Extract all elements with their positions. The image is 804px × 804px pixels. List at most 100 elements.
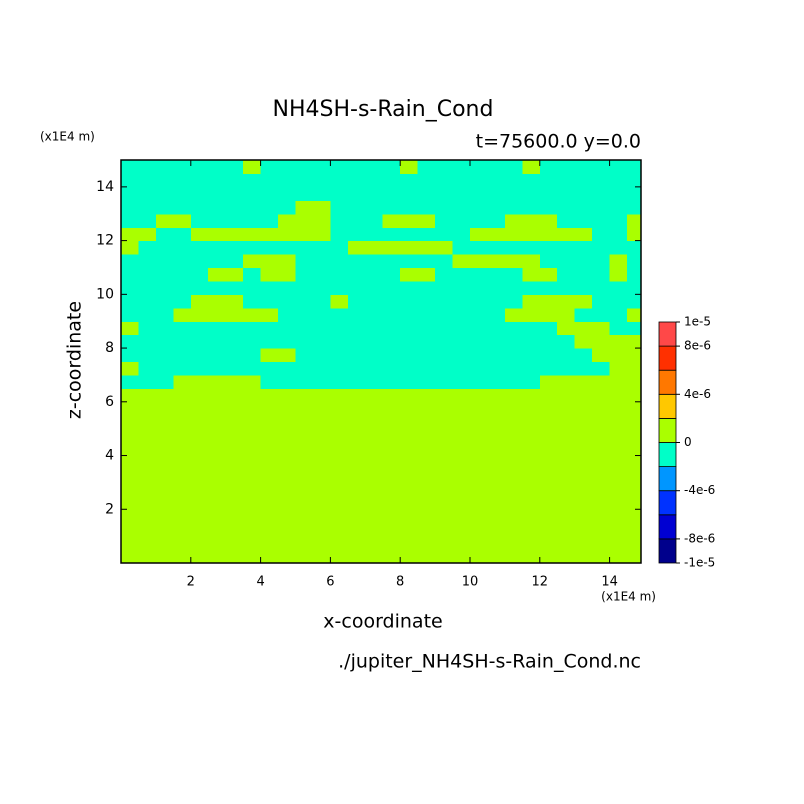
contour-cell: [417, 428, 436, 443]
contour-cell: [330, 442, 349, 457]
contour-cell: [522, 428, 541, 443]
contour-cell: [173, 482, 192, 497]
contour-cell: [435, 509, 454, 524]
contour-cell: [522, 321, 541, 336]
contour-cell: [190, 509, 209, 524]
contour-cell: [627, 307, 641, 322]
contour-cell: [469, 401, 489, 416]
contour-cell: [574, 227, 593, 242]
colorbar-band: [658, 393, 677, 419]
contour-cell: [557, 321, 576, 336]
contour-cell: [452, 227, 471, 242]
contour-cell: [382, 522, 401, 537]
contour-cell: [609, 374, 628, 389]
contour-cell: [121, 348, 140, 363]
contour-cell: [155, 522, 174, 537]
contour-cell: [487, 254, 506, 269]
contour-cell: [539, 509, 558, 524]
contour-cell: [173, 442, 192, 457]
contour-cell: [312, 428, 331, 443]
contour-cell: [627, 549, 641, 563]
contour-cell: [330, 254, 349, 269]
contour-cell: [138, 495, 157, 510]
contour-cell: [504, 509, 523, 524]
plot-frame: [120, 159, 642, 564]
contour-cell: [347, 213, 366, 228]
contour-cell: [278, 267, 297, 282]
contour-cell: [347, 374, 366, 389]
contour-cell: [347, 294, 366, 309]
contour-cell: [138, 388, 157, 403]
contour-cell: [330, 294, 349, 309]
contour-cell: [592, 321, 611, 336]
contour-cell: [295, 348, 314, 363]
contour-cell: [557, 482, 576, 497]
contour-cell: [312, 160, 331, 175]
contour-cell: [487, 227, 506, 242]
contour-cell: [609, 294, 628, 309]
contour-cell: [365, 240, 384, 255]
contour-cell: [208, 509, 227, 524]
contour-cell: [504, 455, 523, 470]
contour-cell: [557, 522, 576, 537]
contour-cell: [435, 361, 454, 376]
contour-cell: [382, 482, 401, 497]
contour-cell: [278, 442, 297, 457]
contour-cell: [400, 468, 419, 483]
contour-cell: [592, 442, 611, 457]
contour-cell: [243, 267, 262, 282]
colorbar-band: [658, 514, 677, 540]
contour-cell: [539, 536, 558, 551]
contour-cell: [173, 227, 192, 242]
contour-cell: [243, 186, 262, 201]
contour-cell: [609, 186, 628, 201]
contour-cell: [504, 361, 523, 376]
contour-cell: [522, 509, 541, 524]
contour-cell: [539, 160, 558, 175]
contour-cell: [557, 173, 576, 188]
contour-cell: [330, 348, 349, 363]
contour-cell: [417, 509, 436, 524]
contour-cell: [539, 334, 558, 349]
contour-cell: [469, 200, 489, 215]
contour-cell: [417, 307, 436, 322]
contour-cell: [382, 294, 401, 309]
contour-cell: [627, 213, 641, 228]
contour-cell: [400, 200, 419, 215]
contour-cell: [452, 160, 471, 175]
contour-cell: [278, 549, 297, 563]
contour-cell: [330, 334, 349, 349]
colorbar-band: [658, 321, 677, 347]
contour-cell: [121, 227, 140, 242]
contour-cell: [539, 455, 558, 470]
contour-cell: [382, 401, 401, 416]
contour-cell: [155, 186, 174, 201]
contour-cell: [190, 388, 209, 403]
contour-cell: [504, 160, 523, 175]
contour-cell: [121, 428, 140, 443]
contour-cell: [295, 280, 314, 295]
contour-cell: [539, 468, 558, 483]
contour-cell: [330, 213, 349, 228]
contour-cell: [504, 536, 523, 551]
contour-cell: [225, 388, 244, 403]
contour-cell: [435, 254, 454, 269]
contour-cell: [312, 240, 331, 255]
contour-cell: [347, 361, 366, 376]
contour-cell: [347, 254, 366, 269]
contour-cell: [347, 227, 366, 242]
contour-cell: [155, 240, 174, 255]
contour-cell: [155, 280, 174, 295]
contour-cell: [312, 361, 331, 376]
contour-cell: [260, 294, 279, 309]
contour-cell: [417, 254, 436, 269]
contour-cell: [243, 509, 262, 524]
contour-cell: [504, 374, 523, 389]
contour-cell: [225, 213, 244, 228]
contour-cell: [330, 173, 349, 188]
contour-cell: [504, 468, 523, 483]
contour-cell: [400, 522, 419, 537]
contour-cell: [225, 455, 244, 470]
contour-cell: [452, 213, 471, 228]
contour-cell: [260, 254, 279, 269]
